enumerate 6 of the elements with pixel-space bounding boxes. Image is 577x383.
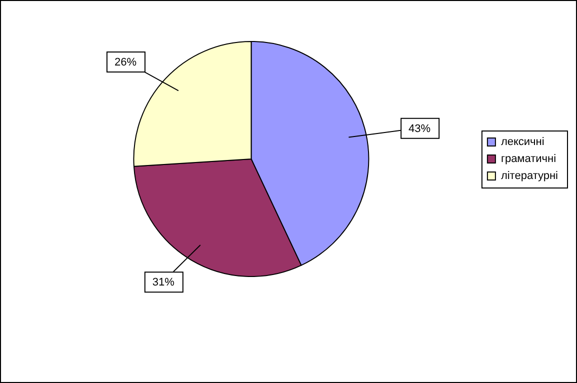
data-label: 31%	[152, 276, 175, 289]
legend-label: граматичні	[500, 153, 556, 166]
data-label: 26%	[114, 56, 137, 68]
legend-label: літературні	[500, 170, 558, 182]
legend-label: лексичні	[500, 136, 544, 148]
data-label: 43%	[408, 122, 431, 135]
